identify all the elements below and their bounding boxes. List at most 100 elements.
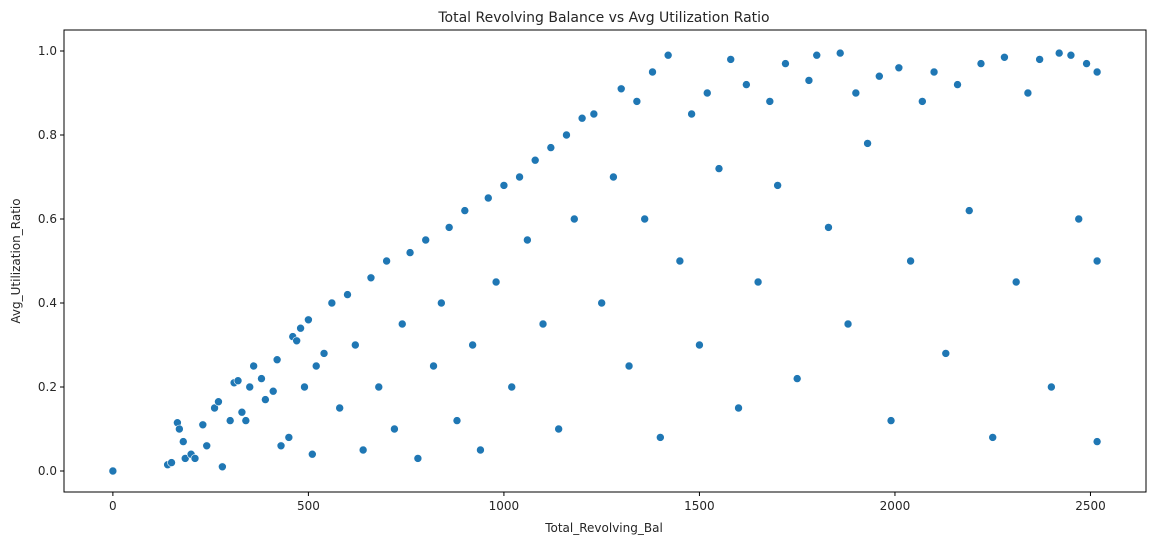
scatter-point xyxy=(773,181,782,190)
scatter-point xyxy=(562,130,571,140)
scatter-point xyxy=(1047,382,1056,392)
scatter-point xyxy=(304,315,313,325)
x-tick-label: 2000 xyxy=(880,499,911,513)
scatter-point xyxy=(1092,437,1102,446)
scatter-point xyxy=(1092,67,1102,77)
scatter-point xyxy=(1011,277,1021,287)
scatter-point xyxy=(894,63,904,73)
scatter-point xyxy=(675,256,685,266)
scatter-point xyxy=(237,407,247,417)
scatter-point xyxy=(335,403,344,413)
scatter-point xyxy=(1092,256,1102,266)
x-axis-label: Total_Revolving_Bal xyxy=(544,521,663,535)
scatter-point xyxy=(546,143,556,152)
scatter-point xyxy=(714,164,724,173)
scatter-point xyxy=(491,277,501,287)
scatter-point xyxy=(1054,48,1064,58)
scatter-point xyxy=(1066,50,1076,60)
scatter-point xyxy=(180,454,190,463)
scatter-point xyxy=(875,71,884,81)
scatter-point xyxy=(929,67,939,77)
scatter-point xyxy=(308,449,317,459)
scatter-point xyxy=(460,206,470,215)
scatter-point xyxy=(202,441,212,451)
scatter-point xyxy=(233,376,243,386)
scatter-point xyxy=(499,181,509,190)
scatter-point xyxy=(1074,214,1084,224)
scatter-point xyxy=(167,458,176,467)
y-tick-label: 0.0 xyxy=(38,464,57,478)
scatter-point xyxy=(366,273,376,283)
scatter-point xyxy=(781,59,790,68)
scatter-point xyxy=(225,416,235,425)
scatter-point xyxy=(632,97,642,106)
scatter-point xyxy=(327,298,337,308)
scatter-point xyxy=(726,55,736,64)
scatter-point xyxy=(351,340,360,350)
scatter-point xyxy=(108,466,118,476)
scatter-point xyxy=(812,50,822,60)
y-axis: 0.0 0.2 0.4 0.6 0.8 1.0 xyxy=(38,44,64,478)
scatter-point xyxy=(397,319,407,329)
x-tick-label: 1000 xyxy=(489,499,520,513)
scatter-point xyxy=(589,109,599,119)
x-tick-label: 1500 xyxy=(684,499,715,513)
x-tick-label: 0 xyxy=(109,499,117,513)
scatter-point xyxy=(843,319,853,329)
scatter-point xyxy=(292,336,301,346)
scatter-point xyxy=(663,50,673,60)
scatter-point xyxy=(241,416,251,425)
scatter-point xyxy=(272,355,282,365)
scatter-point xyxy=(421,235,431,245)
scatter-point xyxy=(792,374,802,383)
scatter-point xyxy=(702,88,712,98)
scatter-point xyxy=(530,155,540,165)
scatter-point xyxy=(964,206,974,215)
scatter-point xyxy=(413,454,423,463)
scatter-point xyxy=(343,290,352,299)
scatter-point xyxy=(753,277,763,287)
scatter-point xyxy=(214,397,223,407)
scatter-point xyxy=(390,424,399,434)
scatter-point xyxy=(976,59,986,68)
scatter-point xyxy=(577,113,587,123)
scatter-point xyxy=(476,445,485,455)
x-axis: 0 500 1000 1500 2000 2500 xyxy=(109,492,1106,513)
scatter-point xyxy=(268,386,278,396)
y-tick-label: 0.4 xyxy=(38,296,57,310)
scatter-point xyxy=(1082,59,1091,68)
scatter-point xyxy=(906,256,915,266)
scatter-point xyxy=(249,361,258,371)
plot-frame xyxy=(63,29,1147,493)
scatter-point xyxy=(452,416,462,425)
scatter-point xyxy=(483,193,493,203)
scatter-point xyxy=(405,248,415,257)
scatter-point xyxy=(863,139,872,148)
scatter-point xyxy=(695,340,704,350)
scatter-point xyxy=(656,433,665,442)
y-tick-label: 0.8 xyxy=(38,128,57,142)
scatter-point xyxy=(742,80,751,89)
scatter-point xyxy=(507,382,517,392)
points-layer xyxy=(108,48,1102,476)
scatter-point xyxy=(284,433,294,442)
scatter-point xyxy=(515,172,524,182)
scatter-point xyxy=(554,424,563,434)
scatter-point xyxy=(953,80,962,89)
scatter-point xyxy=(886,416,896,425)
scatter-point xyxy=(1023,88,1033,98)
scatter-point xyxy=(1035,55,1044,64)
scatter-point xyxy=(444,223,454,232)
scatter-point xyxy=(734,403,743,413)
scatter-point xyxy=(624,361,634,371)
scatter-point xyxy=(300,382,309,392)
scatter-point xyxy=(609,172,618,182)
scatter-point xyxy=(257,374,266,383)
scatter-point xyxy=(804,76,814,85)
scatter-point xyxy=(648,67,657,77)
y-tick-label: 0.2 xyxy=(38,380,57,394)
scatter-point xyxy=(175,424,184,434)
scatter-point xyxy=(382,256,391,266)
y-axis-label: Avg_Utilization_Ratio xyxy=(9,198,23,323)
